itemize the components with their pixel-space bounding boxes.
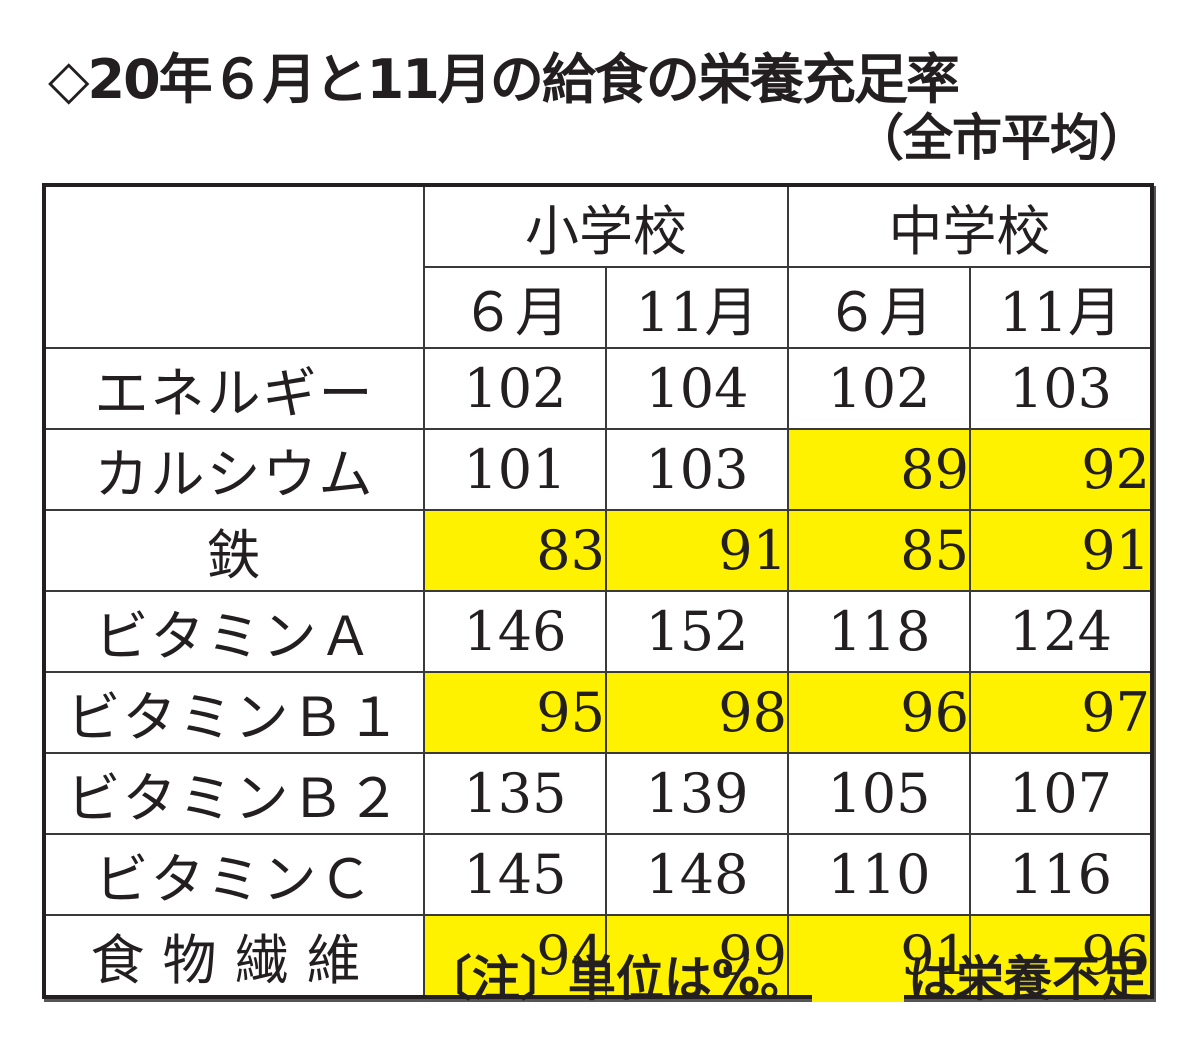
nutrition-table: 小学校 中学校 ６月 11月 ６月 11月 エネルギー 102 104 102 … [42,183,1154,999]
row-label: 鉄 [43,509,425,592]
corner-cell [43,184,425,349]
value-cell-deficient: 96 [787,671,971,754]
value-cell: 118 [787,590,971,673]
table-row: ビタミンＢ２ 135 139 105 107 [43,752,1153,835]
group-header-junior-high: 中学校 [787,184,1153,268]
footnote-prefix: 〔注〕単位は%。 [423,951,808,1007]
value-cell: 145 [423,833,607,916]
table-row: カルシウム 101 103 89 92 [43,428,1153,511]
footnote: 〔注〕単位は%。 は栄養不足 [424,950,1148,1008]
value-cell-deficient: 85 [787,509,971,592]
value-cell: 148 [605,833,789,916]
row-label: ビタミンＡ [43,590,425,673]
row-label: ビタミンＢ２ [43,752,425,835]
footnote-suffix: は栄養不足 [907,951,1148,1007]
value-cell: 139 [605,752,789,835]
value-cell: 146 [423,590,607,673]
value-cell-deficient: 94 [423,914,607,998]
value-cell: 110 [787,833,971,916]
row-label: エネルギー [43,347,425,430]
table-row: ビタミンＣ 145 148 110 116 [43,833,1153,916]
value-cell: 103 [969,347,1153,430]
value-cell: 102 [787,347,971,430]
value-cell-deficient: 96 [969,914,1153,998]
table-row: ビタミンＡ 146 152 118 124 [43,590,1153,673]
value-cell: 135 [423,752,607,835]
value-cell-deficient: 83 [423,509,607,592]
value-cell: 101 [423,428,607,511]
table-row: 食物繊維 94 99 91 96 [43,914,1153,998]
group-header-elementary: 小学校 [423,184,789,268]
month-header: 11月 [605,266,789,349]
value-cell-deficient: 95 [423,671,607,754]
value-cell: 104 [605,347,789,430]
month-header: ６月 [787,266,971,349]
chart-title: ◇20年６月と11月の給食の栄養充足率 [48,48,960,111]
value-cell-deficient: 99 [605,914,789,998]
table-row: ビタミンＢ１ 95 98 96 97 [43,671,1153,754]
value-cell-deficient: 89 [787,428,971,511]
row-label: 食物繊維 [43,914,425,998]
legend-swatch-deficient [811,956,904,1002]
header-row-groups: 小学校 中学校 [43,184,1153,349]
value-cell-deficient: 91 [605,509,789,592]
table-row: エネルギー 102 104 102 103 [43,347,1153,430]
value-cell: 152 [605,590,789,673]
table-row: 鉄 83 91 85 91 [43,509,1153,592]
month-header: 11月 [969,266,1153,349]
month-header: ６月 [423,266,607,349]
row-label: ビタミンＢ１ [43,671,425,754]
row-label: カルシウム [43,428,425,511]
value-cell-deficient: 92 [969,428,1153,511]
value-cell: 107 [969,752,1153,835]
value-cell: 103 [605,428,789,511]
value-cell: 102 [423,347,607,430]
value-cell: 105 [787,752,971,835]
value-cell: 124 [969,590,1153,673]
value-cell-deficient: 98 [605,671,789,754]
chart-subtitle: （全市平均） [854,109,1149,167]
value-cell-deficient: 91 [969,509,1153,592]
row-label: ビタミンＣ [43,833,425,916]
header-row-months: ６月 11月 ６月 11月 [44,266,1153,349]
value-cell: 116 [969,833,1153,916]
value-cell-deficient: 97 [969,671,1153,754]
